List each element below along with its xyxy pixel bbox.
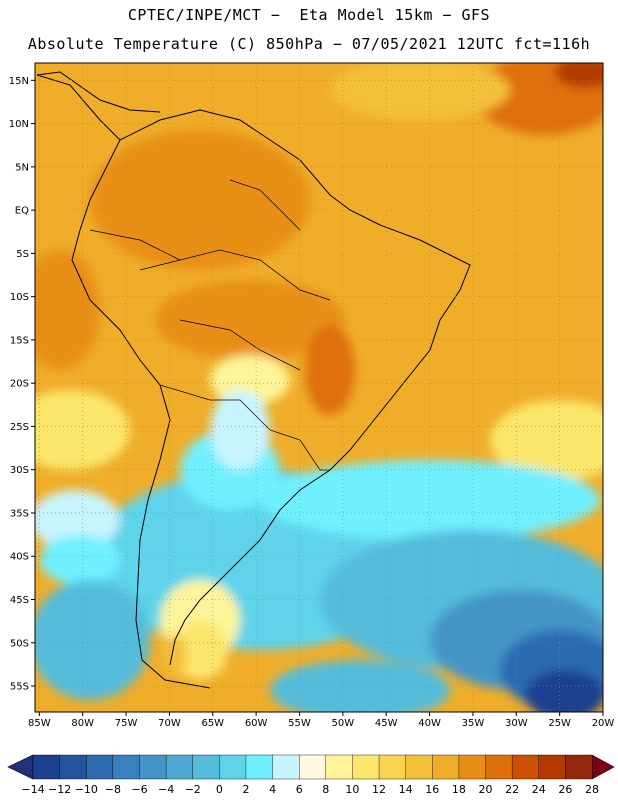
lat-label: 5S xyxy=(16,249,29,260)
colorbar-arrow-right xyxy=(591,754,615,780)
colorbar-label: 26 xyxy=(558,783,572,796)
lat-label: 20S xyxy=(10,379,29,390)
colorbar-swatch xyxy=(565,754,593,780)
title-line-1: CPTEC/INPE/MCT − Eta Model 15km − GFS xyxy=(127,6,491,24)
lat-label: 25S xyxy=(10,422,29,433)
lat-label: EQ xyxy=(15,206,29,217)
colorbar-label: −14 xyxy=(21,783,44,796)
latitude-axis: 15N 10N 5N EQ 5S 10S 15S 20S 25S 30S 35S 40S 45S 50S 5… xyxy=(9,76,35,693)
lon-label: 45W xyxy=(375,718,398,729)
lon-label: 60W xyxy=(245,718,268,729)
lat-label: 5N xyxy=(15,162,29,173)
colorbar-label: 6 xyxy=(296,783,303,796)
lon-label: 20W xyxy=(592,718,615,729)
colorbar-label: 14 xyxy=(399,783,413,796)
colorbar-swatch xyxy=(538,754,566,780)
colorbar-swatch xyxy=(352,754,380,780)
lon-label: 55W xyxy=(288,718,311,729)
lat-label: 15N xyxy=(9,76,29,87)
colorbar-label: −10 xyxy=(75,783,98,796)
colorbar-label: 16 xyxy=(425,783,439,796)
lon-label: 30W xyxy=(505,718,528,729)
lat-lon-grid xyxy=(35,63,603,712)
lat-label: 50S xyxy=(10,638,29,649)
colorbar-label: −2 xyxy=(185,783,201,796)
lon-label: 35W xyxy=(462,718,485,729)
colorbar-label: 24 xyxy=(532,783,546,796)
colorbar-label: 4 xyxy=(269,783,276,796)
lon-label: 85W xyxy=(28,718,51,729)
lon-label: 50W xyxy=(332,718,355,729)
colorbar-swatch xyxy=(59,754,87,780)
map-frame xyxy=(34,62,604,713)
lat-label: 55S xyxy=(10,682,29,693)
colorbar-swatch xyxy=(32,754,61,780)
colorbar-label: −8 xyxy=(105,783,121,796)
lon-label: 40W xyxy=(418,718,441,729)
colorbar-label: 8 xyxy=(322,783,329,796)
lat-label: 10S xyxy=(10,292,29,303)
lat-label: 35S xyxy=(10,508,29,519)
colorbar-swatch xyxy=(298,754,327,780)
lat-label: 10N xyxy=(9,119,29,130)
coastline xyxy=(36,71,471,689)
lon-label: 25W xyxy=(548,718,571,729)
colorbar-label: −6 xyxy=(131,783,147,796)
lat-label: 40S xyxy=(10,552,29,563)
colorbar-label: 10 xyxy=(345,783,359,796)
lon-label: 70W xyxy=(158,718,181,729)
colorbar-label: 22 xyxy=(505,783,519,796)
colorbar-swatch xyxy=(192,754,220,780)
colorbar-swatch xyxy=(511,754,540,780)
colorbar-swatch xyxy=(165,754,194,780)
colorbar-swatch xyxy=(405,754,433,780)
colorbar-swatch xyxy=(432,754,460,780)
colorbar-label: 28 xyxy=(585,783,599,796)
colorbar-label: −12 xyxy=(48,783,71,796)
borders xyxy=(89,179,331,471)
temperature-field xyxy=(35,63,603,712)
colorbar-swatch xyxy=(139,754,167,780)
colorbar-swatch xyxy=(219,754,247,780)
colorbar-label: 2 xyxy=(242,783,249,796)
colorbar-label: 20 xyxy=(479,783,493,796)
colorbar-arrow-left xyxy=(7,754,34,780)
longitude-axis: 85W 80W 75W 70W 65W 60W 55W 50W 45W 40W 35W 30W 25W 2… xyxy=(28,712,614,729)
lat-label: 30S xyxy=(10,465,29,476)
lon-label: 75W xyxy=(115,718,138,729)
colorbar: −14 −12 −10 −8 −6 −4 −2 0 2 4 6 8 10 12 14 16 18 20 22 24 26… xyxy=(7,754,615,796)
lat-label: 15S xyxy=(10,335,29,346)
colorbar-label: 12 xyxy=(372,783,386,796)
colorbar-swatch xyxy=(458,754,487,780)
colorbar-label: −4 xyxy=(158,783,174,796)
lon-label: 80W xyxy=(71,718,94,729)
colorbar-label: 0 xyxy=(216,783,223,796)
lon-label: 65W xyxy=(201,718,224,729)
colorbar-swatch xyxy=(245,754,274,780)
colorbar-swatch xyxy=(325,754,353,780)
lat-label: 45S xyxy=(10,595,29,606)
colorbar-swatch xyxy=(485,754,513,780)
colorbar-swatch xyxy=(378,754,407,780)
colorbar-label: 18 xyxy=(452,783,466,796)
title-line-2: Absolute Temperature (C) 850hPa − 07/05/… xyxy=(27,35,591,53)
colorbar-swatch xyxy=(86,754,114,780)
colorbar-swatch xyxy=(272,754,300,780)
colorbar-swatch xyxy=(112,754,140,780)
